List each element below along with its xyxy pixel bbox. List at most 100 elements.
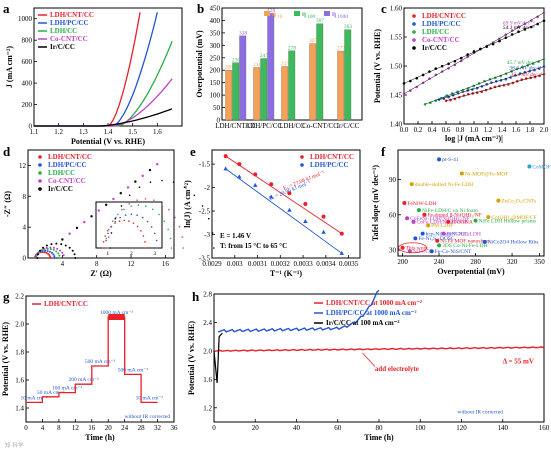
x-tick-label: 1.4 — [498, 126, 507, 134]
bar-value-label: 278 — [288, 45, 297, 51]
nyquist-point — [58, 257, 61, 259]
nyquist-point — [63, 257, 66, 259]
data-point-c — [542, 72, 546, 76]
add-electrolyte-label: add electrolyte — [375, 365, 419, 373]
inset-point — [107, 236, 110, 238]
inset-point — [130, 205, 132, 207]
y-tick-label: 200 — [22, 101, 33, 109]
x-tick-label: 1.6 — [512, 126, 521, 134]
legend-entry: η — [332, 10, 336, 18]
inset-point — [123, 219, 126, 222]
data-point-c — [453, 63, 457, 67]
inset-point — [130, 213, 133, 216]
bar — [267, 13, 275, 121]
nyquist-point — [55, 250, 58, 253]
x-tick-label: 350 — [534, 258, 545, 266]
literature-point — [429, 249, 434, 254]
inset-point — [168, 208, 170, 211]
legend-entry: LDH/CC — [48, 169, 75, 177]
y-tick-label: 12 — [19, 162, 27, 170]
x-tick-label: 80 — [376, 424, 384, 432]
x-tick-label: 4 — [61, 260, 65, 268]
x-tick-label: 1.2 — [54, 128, 63, 136]
inset-point — [170, 247, 173, 249]
nyquist-point — [73, 253, 76, 256]
y-tick-label: 350 — [210, 29, 221, 37]
inset-point — [120, 205, 123, 207]
legend-marker — [412, 22, 416, 26]
x-tick-label: 1.1 — [30, 128, 39, 136]
slope-label: 32.4 mV dec⁻¹ — [509, 71, 542, 78]
literature-point — [409, 182, 414, 187]
nyquist-point — [49, 255, 52, 258]
bar — [260, 58, 268, 121]
inset-point — [182, 247, 185, 249]
y-tick-label: 2.8 — [203, 291, 212, 299]
literature-point — [413, 236, 418, 241]
y-tick-label: -2 — [204, 184, 210, 192]
nyquist-point — [49, 248, 52, 251]
inset-point — [104, 235, 106, 237]
inset-point — [109, 247, 111, 249]
nyquist-point — [49, 246, 52, 249]
data-point-e — [269, 182, 274, 187]
literature-label: NiFe-LDH/C on Ni foam — [422, 207, 478, 214]
nyquist-point — [45, 251, 48, 254]
literature-point — [437, 243, 442, 248]
nyquist-point — [36, 257, 39, 259]
legend-entry: LDH/PC/CC — [50, 19, 89, 27]
x-tick-label: 0 — [212, 424, 216, 432]
ir-note: without IR corrected — [124, 414, 170, 420]
x-tick-label: 0.0032 — [271, 260, 291, 268]
legend-entry: LDH/CNT/CC at 1000 mA cm⁻² — [326, 299, 422, 307]
bar — [309, 43, 317, 121]
literature-label: CoFeNi-LDH/Ni(OH)₂/NF — [410, 215, 470, 222]
inset-point — [178, 225, 181, 228]
nyquist-point — [62, 254, 65, 257]
legend-entry: LDH/CC — [50, 27, 77, 35]
y-tick-label: 300 — [210, 42, 221, 50]
x-tick-label: 12 — [128, 260, 136, 268]
x-axis-label: Overpotential (mV) — [437, 267, 505, 276]
legend-marker — [300, 155, 304, 159]
data-point-c — [542, 65, 546, 68]
nyquist-point — [60, 243, 63, 246]
literature-label: Fe-doped β-Ni(OH)₂/NF — [427, 212, 481, 219]
inset-point — [156, 247, 159, 249]
inset-x-tick-label: 1 — [106, 251, 109, 257]
this-work-highlight — [398, 242, 427, 254]
y-tick-label: -2.5 — [199, 208, 211, 216]
inset-point — [115, 216, 117, 219]
nyquist-tail-point — [75, 226, 79, 230]
data-point-c — [542, 11, 546, 14]
fit-line-c — [445, 73, 545, 102]
series-line-h-irc — [213, 332, 223, 383]
literature-label: Ni-MOF@Fe-MOF — [465, 171, 509, 177]
literature-point — [435, 238, 440, 243]
data-point-c — [510, 29, 514, 32]
literature-point — [441, 231, 446, 236]
nyquist-tail-point — [112, 197, 115, 201]
category-label: Ir/C/CC — [337, 122, 360, 130]
inset-x-tick-label: 3 — [154, 251, 157, 257]
bar — [316, 23, 324, 121]
inset-point — [136, 199, 138, 201]
data-point-e — [237, 174, 242, 179]
x-tick-label: 0.0034 — [316, 260, 336, 268]
x-tick-label: 1.4 — [104, 128, 113, 136]
inset-point — [213, 247, 215, 249]
literature-point — [446, 219, 451, 224]
x-tick-label: 40 — [293, 424, 301, 432]
nyquist-point — [43, 251, 46, 254]
bar-value-label: 338 — [239, 30, 248, 36]
inset-point — [144, 241, 146, 243]
legend-marker — [38, 163, 42, 167]
inset-point — [174, 216, 176, 219]
panel-letter: c — [381, 1, 387, 16]
x-tick-label: 0.0033 — [293, 260, 313, 268]
y-tick-label: 1.2 — [203, 404, 212, 412]
nyquist-tail-point — [97, 209, 101, 212]
y-axis-label: Overpotential (mV) — [195, 30, 204, 98]
x-tick-label: 0.003 — [227, 260, 243, 268]
